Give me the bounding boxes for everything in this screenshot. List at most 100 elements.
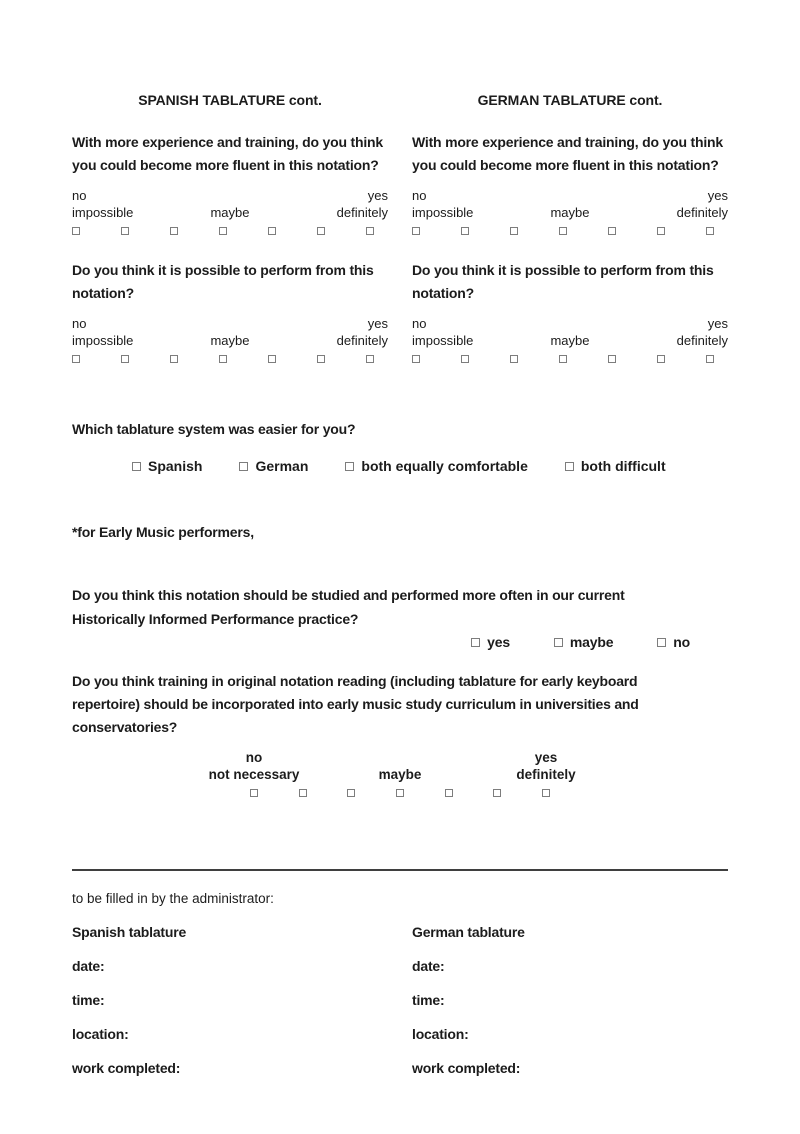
scale-label-impossible: impossible <box>72 333 134 348</box>
option-no[interactable]: no <box>657 630 690 654</box>
option-both-difficult[interactable]: both difficult <box>564 458 666 475</box>
option-maybe[interactable]: maybe <box>553 630 613 654</box>
likert-checkbox[interactable] <box>559 355 567 363</box>
likert-checkbox[interactable] <box>493 789 502 797</box>
administrator-grid: Spanish tablature date: time: location: … <box>72 924 728 1094</box>
likert-checkbox[interactable] <box>317 227 325 235</box>
field-date: date: <box>72 958 105 974</box>
scale-label-no: no <box>412 316 427 331</box>
option-german[interactable]: German <box>239 458 308 475</box>
field-work-completed: work completed: <box>412 1060 521 1076</box>
likert-checkbox[interactable] <box>461 227 469 235</box>
likert-checkbox[interactable] <box>608 355 616 363</box>
admin-german-title: German tablature <box>412 924 525 940</box>
likert-checkbox[interactable] <box>412 355 420 363</box>
likert-checkbox[interactable] <box>608 227 616 235</box>
likert-checkbox[interactable] <box>317 355 325 363</box>
likert-checkbox-row <box>412 355 728 365</box>
scale-label-no: no <box>72 316 87 331</box>
scale-label-maybe: maybe <box>550 205 590 220</box>
likert-checkbox[interactable] <box>706 355 714 363</box>
german-fluency-question: With more experience and training, do yo… <box>412 134 723 173</box>
option-yes[interactable]: yes <box>471 630 510 654</box>
likert-checkbox[interactable] <box>219 227 227 235</box>
likert-checkbox[interactable] <box>412 227 420 235</box>
spanish-column: SPANISH TABLATURE cont. With more experi… <box>72 92 388 365</box>
option-spanish[interactable]: Spanish <box>132 458 202 475</box>
likert-checkbox[interactable] <box>395 789 404 797</box>
early-music-note: *for Early Music performers, <box>72 524 254 540</box>
scale-label-definitely: definitely <box>336 333 388 348</box>
option-label: yes <box>487 634 510 650</box>
german-perform-scale: no yes impossible maybe definitely <box>412 315 728 365</box>
likert-checkbox[interactable] <box>121 227 129 235</box>
likert-checkbox[interactable] <box>366 355 374 363</box>
scale-label-impossible: impossible <box>412 333 474 348</box>
checkbox-icon[interactable] <box>553 638 563 647</box>
likert-checkbox[interactable] <box>657 227 665 235</box>
likert-checkbox[interactable] <box>268 227 276 235</box>
option-both-equally-comfortable[interactable]: both equally comfortable <box>345 458 528 475</box>
checkbox-icon[interactable] <box>132 462 141 471</box>
checkbox-icon[interactable] <box>471 638 481 647</box>
spanish-fluency-scale: no yes impossible maybe definitely <box>72 187 388 237</box>
field-time: time: <box>72 992 105 1008</box>
hip-question-text: Do you think this notation should be stu… <box>72 587 625 627</box>
administrator-note: to be filled in by the administrator: <box>72 891 274 906</box>
likert-checkbox[interactable] <box>706 227 714 235</box>
curriculum-scale: no not necessary maybe yes definitely <box>209 749 576 799</box>
likert-checkbox[interactable] <box>444 789 453 797</box>
option-label: both difficult <box>580 458 666 474</box>
spanish-column-title: SPANISH TABLATURE cont. <box>138 92 322 108</box>
checkbox-icon[interactable] <box>564 462 574 471</box>
scale-label-impossible: impossible <box>72 205 134 220</box>
likert-checkbox[interactable] <box>72 355 80 363</box>
option-label: both equally comfortable <box>361 458 528 474</box>
likert-checkbox[interactable] <box>170 227 178 235</box>
likert-checkbox[interactable] <box>510 355 518 363</box>
likert-checkbox[interactable] <box>366 227 374 235</box>
likert-checkbox[interactable] <box>347 789 356 797</box>
scale-label-yes: yes <box>707 188 728 203</box>
scale-label-no: no <box>412 188 427 203</box>
checkbox-icon[interactable] <box>345 462 355 471</box>
likert-checkbox[interactable] <box>559 227 567 235</box>
german-column-title: GERMAN TABLATURE cont. <box>477 92 663 108</box>
admin-spanish-title: Spanish tablature <box>72 924 187 940</box>
scale-label-yes: yes <box>707 316 728 331</box>
scale-label-maybe: maybe <box>550 333 590 348</box>
field-location: location: <box>412 1026 469 1042</box>
likert-checkbox[interactable] <box>121 355 129 363</box>
likert-checkbox[interactable] <box>268 355 276 363</box>
likert-checkbox[interactable] <box>170 355 178 363</box>
scale-label-no: no <box>72 188 87 203</box>
german-column: GERMAN TABLATURE cont. With more experie… <box>412 92 728 365</box>
curriculum-checkbox-row <box>225 789 575 799</box>
checkbox-icon[interactable] <box>657 638 667 647</box>
scale-label-definitely: definitely <box>676 333 728 348</box>
checkbox-icon[interactable] <box>239 462 249 471</box>
likert-checkbox[interactable] <box>219 355 227 363</box>
scale-label-definitely: definitely <box>676 205 728 220</box>
field-work-completed: work completed: <box>72 1060 181 1076</box>
easier-system-question: Which tablature system was easier for yo… <box>72 421 356 437</box>
option-label: Spanish <box>148 458 203 474</box>
scale-label-yes: yes <box>534 750 558 765</box>
field-time: time: <box>412 992 445 1008</box>
likert-checkbox[interactable] <box>72 227 80 235</box>
likert-checkbox[interactable] <box>510 227 518 235</box>
likert-checkbox[interactable] <box>657 355 665 363</box>
scale-label-maybe: maybe <box>210 333 250 348</box>
likert-checkbox[interactable] <box>298 789 307 797</box>
likert-checkbox[interactable] <box>461 355 469 363</box>
section-divider <box>72 869 728 871</box>
likert-checkbox[interactable] <box>250 789 258 797</box>
likert-checkbox[interactable] <box>541 789 550 797</box>
scale-label-impossible: impossible <box>412 205 474 220</box>
scale-label-not-necessary: not necessary <box>208 767 300 782</box>
curriculum-scale-left-labels: no not necessary <box>209 749 300 783</box>
spanish-fluency-question: With more experience and training, do yo… <box>72 134 383 173</box>
likert-checkbox-row <box>412 227 728 237</box>
option-label: German <box>255 458 309 474</box>
